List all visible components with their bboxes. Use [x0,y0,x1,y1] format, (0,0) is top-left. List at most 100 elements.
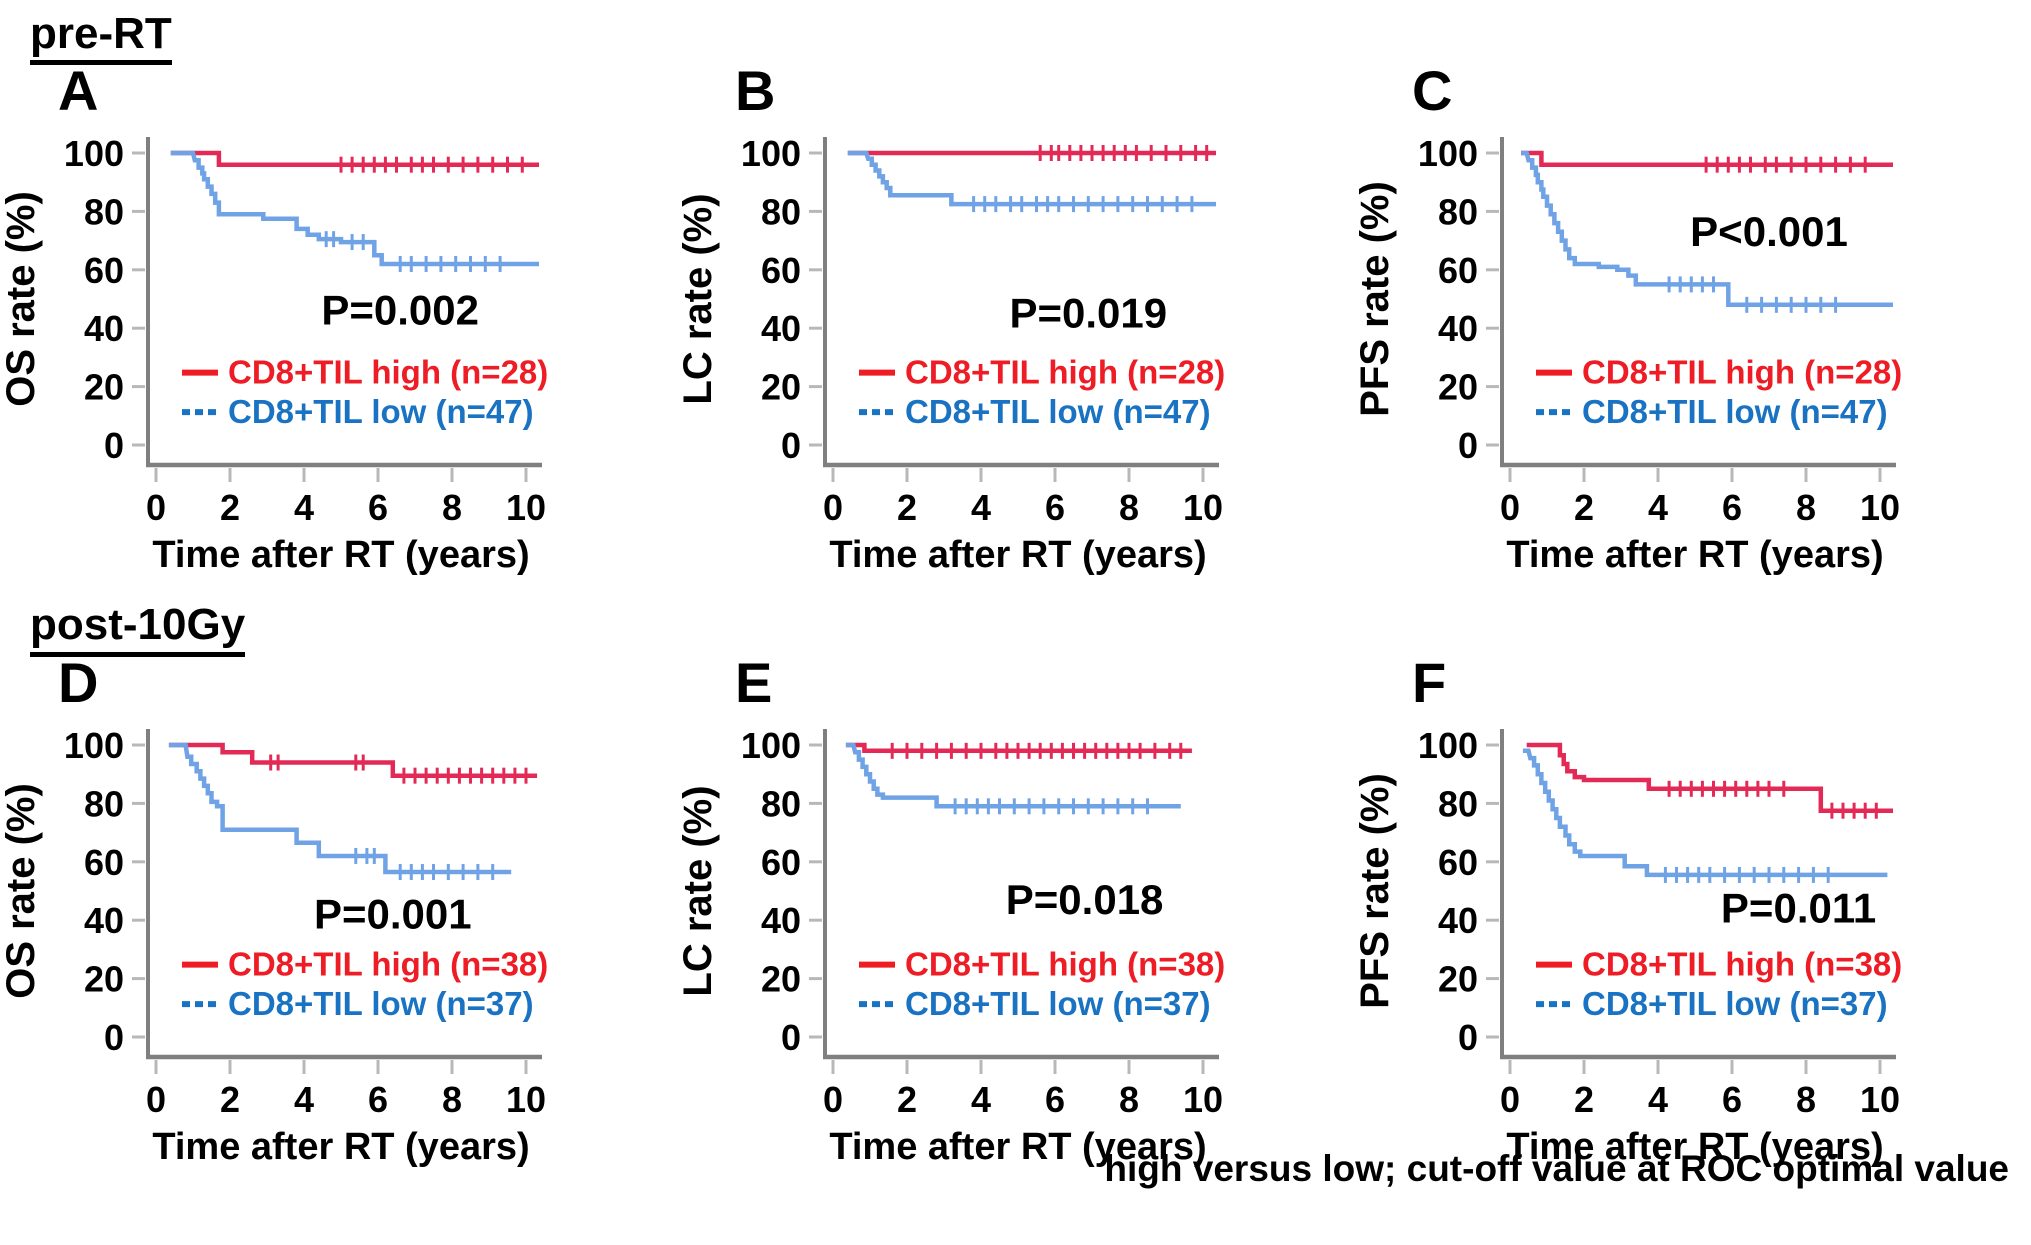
x-tick-label: 2 [220,487,240,528]
y-tick-label: 100 [64,725,124,766]
x-tick-label: 10 [1860,1079,1900,1120]
figure-caption: high versus low; cut-off value at ROC op… [1104,1148,2009,1189]
y-tick-label: 20 [1438,958,1478,999]
y-tick-label: 60 [84,250,124,291]
x-tick-label: 2 [220,1079,240,1120]
curve-low [845,742,1181,809]
km-panel-a: A 0 20 40 60 80 100 0 2 4 6 8 10 OS rate (%) Time aft… [0,63,677,576]
x-tick-label: 6 [368,487,388,528]
km-chart-e: 0 20 40 60 80 100 0 2 4 6 8 10 LC rate (%) Time after… [677,725,1225,1167]
legend-label-low: CD8+TIL low (n=37) [905,985,1211,1022]
x-tick-label: 0 [1500,487,1520,528]
y-tick-label: 0 [781,1017,801,1058]
y-tick-label: 60 [761,250,801,291]
km-chart-d: 0 20 40 60 80 100 0 2 4 6 8 10 OS rate (%) Time after… [0,725,548,1167]
y-tick-label: 20 [84,367,124,408]
y-axis-title: LC rate (%) [677,785,720,996]
y-tick-label: 60 [761,842,801,883]
x-axis-title: Time after RT (years) [1506,534,1883,575]
km-chart-a: 0 20 40 60 80 100 0 2 4 6 8 10 OS rate (%) Time after… [0,133,548,575]
y-axis-title: OS rate (%) [0,192,43,408]
x-tick-label: 6 [1722,1079,1742,1120]
p-value-label: P=0.002 [321,287,479,334]
section-header-pre-rt: pre-RT [30,9,172,66]
y-tick-label: 60 [1438,250,1478,291]
legend-label-high: CD8+TIL high (n=38) [905,945,1225,982]
y-tick-label: 0 [781,425,801,466]
x-tick-label: 4 [294,1079,314,1120]
y-tick-label: 80 [761,783,801,824]
y-tick-label: 40 [1438,900,1478,941]
legend-label-low: CD8+TIL low (n=47) [228,393,534,430]
curve-low [170,151,539,267]
panels-row-post-10gy: D 0 20 40 60 80 100 0 2 4 6 8 10 OS rate (%) Time aft… [0,654,2031,1167]
panel-letter-f: F [1412,650,1447,714]
y-tick-label: 40 [1438,309,1478,350]
x-axis-title: Time after RT (years) [829,534,1206,575]
section-header-post-10gy: post-10Gy [30,601,246,657]
x-tick-label: 0 [1500,1079,1520,1120]
km-chart-c: 0 20 40 60 80 100 0 2 4 6 8 10 PFS rate (%) Time afte… [1354,133,1902,575]
x-tick-label: 4 [1648,487,1668,528]
y-tick-label: 80 [761,192,801,233]
km-panel-b: B 0 20 40 60 80 100 0 2 4 6 8 10 LC rate (%) Time aft… [677,63,1354,576]
p-value-label: P=0.019 [1009,290,1167,337]
x-axis-title: Time after RT (years) [152,534,529,575]
x-tick-label: 2 [897,487,917,528]
y-tick-label: 100 [741,725,801,766]
y-axis-title: LC rate (%) [677,194,720,405]
curve-low [1522,748,1888,877]
x-axis-title: Time after RT (years) [829,1126,1206,1167]
panels-row-pre-rt: A 0 20 40 60 80 100 0 2 4 6 8 10 OS rate (%) Time aft… [0,63,2031,576]
legend-label-high: CD8+TIL high (n=38) [228,945,548,982]
y-tick-label: 0 [104,1017,124,1058]
legend-label-low: CD8+TIL low (n=47) [1582,393,1888,430]
x-tick-label: 0 [146,487,166,528]
legend-label-high: CD8+TIL high (n=28) [1582,354,1902,391]
legend-label-high: CD8+TIL high (n=38) [1582,945,1902,982]
y-tick-label: 0 [1458,1017,1478,1058]
legend-label-low: CD8+TIL low (n=37) [228,985,534,1022]
y-tick-label: 100 [1418,725,1478,766]
legend-label-high: CD8+TIL high (n=28) [228,354,548,391]
y-tick-label: 20 [84,958,124,999]
x-tick-label: 2 [1574,1079,1594,1120]
x-tick-label: 10 [1183,1079,1223,1120]
y-tick-label: 80 [84,783,124,824]
x-tick-label: 10 [1860,487,1900,528]
y-tick-label: 20 [761,367,801,408]
x-tick-label: 4 [971,487,991,528]
x-tick-label: 4 [1648,1079,1668,1120]
x-tick-label: 6 [1045,1079,1065,1120]
km-panel-c: C 0 20 40 60 80 100 0 2 4 6 8 10 PFS rate (%) Time af… [1354,63,2031,576]
y-tick-label: 20 [1438,367,1478,408]
y-tick-label: 80 [1438,192,1478,233]
x-tick-label: 6 [368,1079,388,1120]
y-tick-label: 0 [1458,425,1478,466]
y-tick-label: 40 [761,900,801,941]
km-panel-e: E 0 20 40 60 80 100 0 2 4 6 8 10 LC rate (%) Time aft… [677,654,1354,1167]
legend-label-low: CD8+TIL low (n=37) [1582,985,1888,1022]
legend-label-high: CD8+TIL high (n=28) [905,354,1225,391]
panel-letter-a: A [58,59,99,123]
panel-letter-d: D [58,650,99,714]
curve-high [168,742,538,778]
x-tick-label: 10 [506,1079,546,1120]
x-tick-label: 8 [1119,487,1139,528]
x-tick-label: 2 [1574,487,1594,528]
legend-label-low: CD8+TIL low (n=47) [905,393,1211,430]
x-tick-label: 8 [442,487,462,528]
y-axis-title: PFS rate (%) [1354,182,1397,418]
p-value-label: P=0.001 [314,890,472,937]
x-tick-label: 4 [294,487,314,528]
x-tick-label: 6 [1045,487,1065,528]
x-tick-label: 0 [823,1079,843,1120]
y-tick-label: 100 [741,133,801,174]
y-tick-label: 80 [84,192,124,233]
p-value-label: P=0.018 [1006,876,1164,923]
panel-letter-c: C [1412,59,1453,123]
y-tick-label: 40 [84,309,124,350]
y-tick-label: 40 [761,309,801,350]
curve-low [168,742,512,875]
km-chart-f: 0 20 40 60 80 100 0 2 4 6 8 10 PFS rate (%) Time afte… [1354,725,1902,1167]
